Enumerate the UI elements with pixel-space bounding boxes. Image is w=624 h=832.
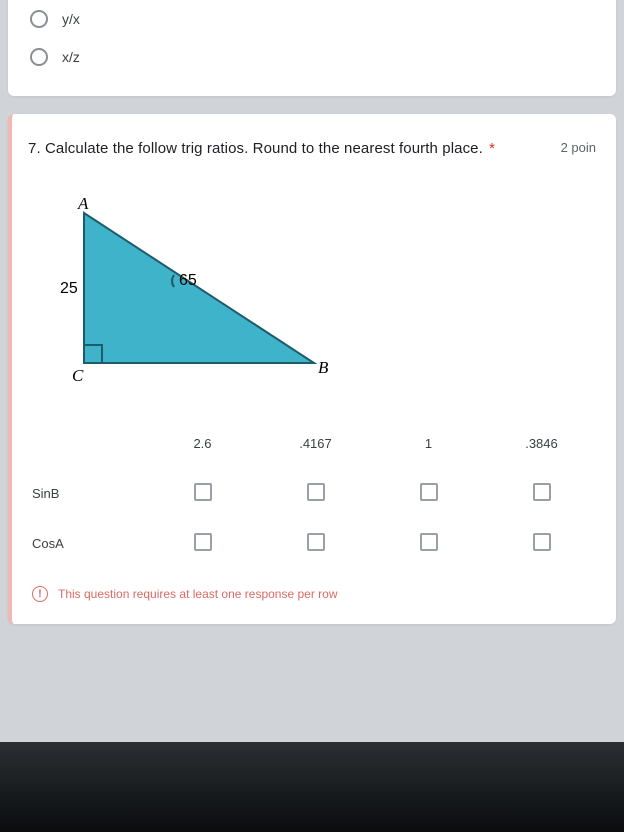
radio-icon (30, 48, 48, 66)
vertex-B: B (318, 358, 329, 377)
checkbox[interactable] (420, 533, 438, 551)
checkbox[interactable] (194, 533, 212, 551)
side-AC-label: 25 (60, 280, 78, 297)
question-header: 7. Calculate the follow trig ratios. Rou… (24, 130, 600, 163)
question-text: Calculate the follow trig ratios. Round … (45, 140, 483, 157)
checkbox[interactable] (420, 483, 438, 501)
radio-option[interactable]: x/z (24, 38, 600, 76)
radio-option[interactable]: y/x (24, 0, 600, 38)
radio-label: y/x (62, 11, 80, 27)
alert-icon: ! (32, 586, 48, 602)
vertex-A: A (77, 194, 89, 213)
device-bezel (0, 742, 624, 832)
side-AB-label: 65 (179, 272, 197, 289)
question-card: 7. Calculate the follow trig ratios. Rou… (8, 114, 616, 624)
validation-warning: ! This question requires at least one re… (26, 568, 598, 608)
checkbox[interactable] (307, 533, 325, 551)
checkbox[interactable] (307, 483, 325, 501)
triangle-shape (84, 213, 314, 363)
grid-header-row: 2.6 .4167 1 .3846 (26, 418, 598, 468)
previous-question-card: y/x x/z (8, 0, 616, 96)
grid-row-label: CosA (26, 536, 146, 551)
grid-col-header: .3846 (485, 436, 598, 451)
grid-col-header: 2.6 (146, 436, 259, 451)
question-title: 7. Calculate the follow trig ratios. Rou… (28, 140, 495, 157)
question-points: 2 poin (561, 140, 596, 155)
grid-row-label: SinB (26, 486, 146, 501)
grid-col-header: 1 (372, 436, 485, 451)
radio-label: x/z (62, 49, 80, 65)
question-number: 7. (28, 140, 41, 157)
grid-row: CosA (26, 518, 598, 568)
checkbox-grid: 2.6 .4167 1 .3846 SinB CosA ! This quest… (24, 408, 600, 608)
checkbox[interactable] (533, 483, 551, 501)
checkbox[interactable] (194, 483, 212, 501)
grid-col-header: .4167 (259, 436, 372, 451)
grid-row: SinB (26, 468, 598, 518)
checkbox[interactable] (533, 533, 551, 551)
warning-text: This question requires at least one resp… (58, 587, 338, 601)
required-marker: * (489, 140, 495, 157)
triangle-figure: A C B 25 65 (24, 163, 600, 408)
radio-icon (30, 10, 48, 28)
vertex-C: C (72, 366, 84, 385)
triangle-svg: A C B 25 65 (34, 193, 334, 393)
